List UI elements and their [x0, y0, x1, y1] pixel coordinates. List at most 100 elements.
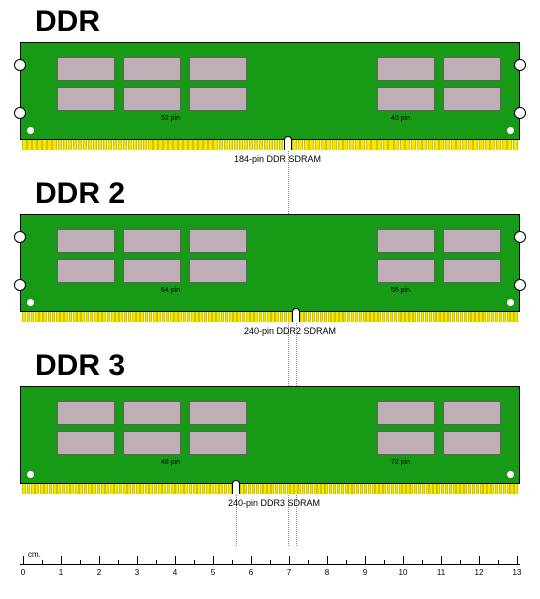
ruler-tick-label: 9 [363, 568, 367, 577]
ddr2-chip [443, 229, 501, 253]
ruler-tick-label: 1 [59, 568, 63, 577]
ddr2-chip [377, 229, 435, 253]
ruler-unit-label: cm. [28, 550, 41, 559]
ruler-tick-minor [422, 560, 423, 564]
ddr3-hole-left [27, 471, 34, 478]
ruler-tick-major [23, 556, 24, 564]
ddr2-chip [123, 229, 181, 253]
ddr2-hole-left [27, 299, 34, 306]
ruler-tick-label: 4 [173, 568, 177, 577]
ruler-tick-label: 3 [135, 568, 139, 577]
ruler-tick-minor [346, 560, 347, 564]
ruler-tick-major [479, 556, 480, 564]
ddr1-side-notch [514, 107, 526, 119]
ruler-tick-label: 11 [437, 568, 445, 577]
ruler-tick-major [517, 556, 518, 564]
ruler-tick-major [251, 556, 252, 564]
ddr3-chip [123, 431, 181, 455]
ddr2-key-notch [292, 308, 300, 322]
ddr3-pins-left [22, 484, 232, 494]
ddr3-chip [189, 431, 247, 455]
ruler-tick-label: 12 [475, 568, 484, 577]
ddr3-pin-right-label: 72 pin [391, 459, 410, 466]
ddr2-chip [57, 259, 115, 283]
ddr1-chip [377, 87, 435, 111]
ruler-tick-minor [460, 560, 461, 564]
ddr1-hole-right [507, 127, 514, 134]
ruler-tick-major [213, 556, 214, 564]
ddr2-caption: 240-pin DDR2 SDRAM [244, 326, 336, 336]
ruler-tick-major [365, 556, 366, 564]
ruler: cm.012345678910111213 [20, 544, 520, 592]
ruler-tick-major [403, 556, 404, 564]
ruler-tick-minor [80, 560, 81, 564]
ddr3-chip [443, 401, 501, 425]
ddr3-chip [443, 431, 501, 455]
ruler-tick-label: 6 [249, 568, 253, 577]
ddr3-caption: 240-pin DDR3 SDRAM [228, 498, 320, 508]
ddr1-pins-left [22, 140, 284, 150]
ruler-tick-minor [232, 560, 233, 564]
ruler-tick-minor [308, 560, 309, 564]
ddr2-chip [189, 229, 247, 253]
ruler-tick-major [327, 556, 328, 564]
ruler-tick-minor [270, 560, 271, 564]
ddr3-chip [57, 431, 115, 455]
ddr2-pcb: 64 pin56 pin [20, 214, 520, 312]
ddr2-pins-right [300, 312, 518, 322]
ddr1-chip [189, 87, 247, 111]
ruler-tick-minor [498, 560, 499, 564]
ruler-tick-minor [384, 560, 385, 564]
ddr1-hole-left [27, 127, 34, 134]
ruler-tick-minor [194, 560, 195, 564]
ruler-tick-label: 7 [287, 568, 291, 577]
ruler-tick-major [441, 556, 442, 564]
ddr1-pin-right-label: 40 pin [391, 115, 410, 122]
ruler-tick-major [61, 556, 62, 564]
ddr3-pin-left-label: 48 pin [161, 459, 180, 466]
ddr3-chip [123, 401, 181, 425]
ddr2-side-notch [514, 279, 526, 291]
ddr1-chip [443, 57, 501, 81]
ddr1-chip [123, 87, 181, 111]
ddr3-pcb: 48 pin 72 pin [20, 386, 520, 484]
ddr3-pins-right [240, 484, 518, 494]
ddr2-pins-left [22, 312, 292, 322]
ruler-tick-label: 0 [21, 568, 25, 577]
ruler-tick-minor [42, 560, 43, 564]
ddr2-hole-right [507, 299, 514, 306]
ddr1-chip [57, 57, 115, 81]
ddr1-caption: 184-pin DDR SDRAM [234, 154, 321, 164]
ddr2-chip [377, 259, 435, 283]
ruler-tick-major [289, 556, 290, 564]
ddr3-chip [189, 401, 247, 425]
ddr1-chip [377, 57, 435, 81]
ruler-tick-minor [118, 560, 119, 564]
ddr3-chip [377, 431, 435, 455]
ddr1-side-notch [14, 107, 26, 119]
ruler-tick-major [99, 556, 100, 564]
ruler-tick-major [137, 556, 138, 564]
ddr3-chip [377, 401, 435, 425]
ddr1-chip [57, 87, 115, 111]
ruler-tick-label: 2 [97, 568, 101, 577]
ruler-tick-major [175, 556, 176, 564]
ddr1-chip [189, 57, 247, 81]
ddr1-side-notch [14, 59, 26, 71]
ddr2-chip [443, 259, 501, 283]
ddr3-hole-right [507, 471, 514, 478]
ruler-tick-label: 13 [513, 568, 522, 577]
ddr3-key-notch [232, 480, 240, 494]
ddr2-chip [189, 259, 247, 283]
ruler-tick-label: 8 [325, 568, 329, 577]
ddr1-pcb: 52 pin40 pin [20, 42, 520, 140]
ddr2-side-notch [14, 231, 26, 243]
ruler-tick-minor [156, 560, 157, 564]
ddr2-chip [123, 259, 181, 283]
ruler-tick-label: 5 [211, 568, 215, 577]
ddr1-side-notch [514, 59, 526, 71]
ddr2-pin-left-label: 64 pin [161, 287, 180, 294]
ddr1-key-notch [284, 136, 292, 150]
ddr2-side-notch [514, 231, 526, 243]
ddr2-chip [57, 229, 115, 253]
